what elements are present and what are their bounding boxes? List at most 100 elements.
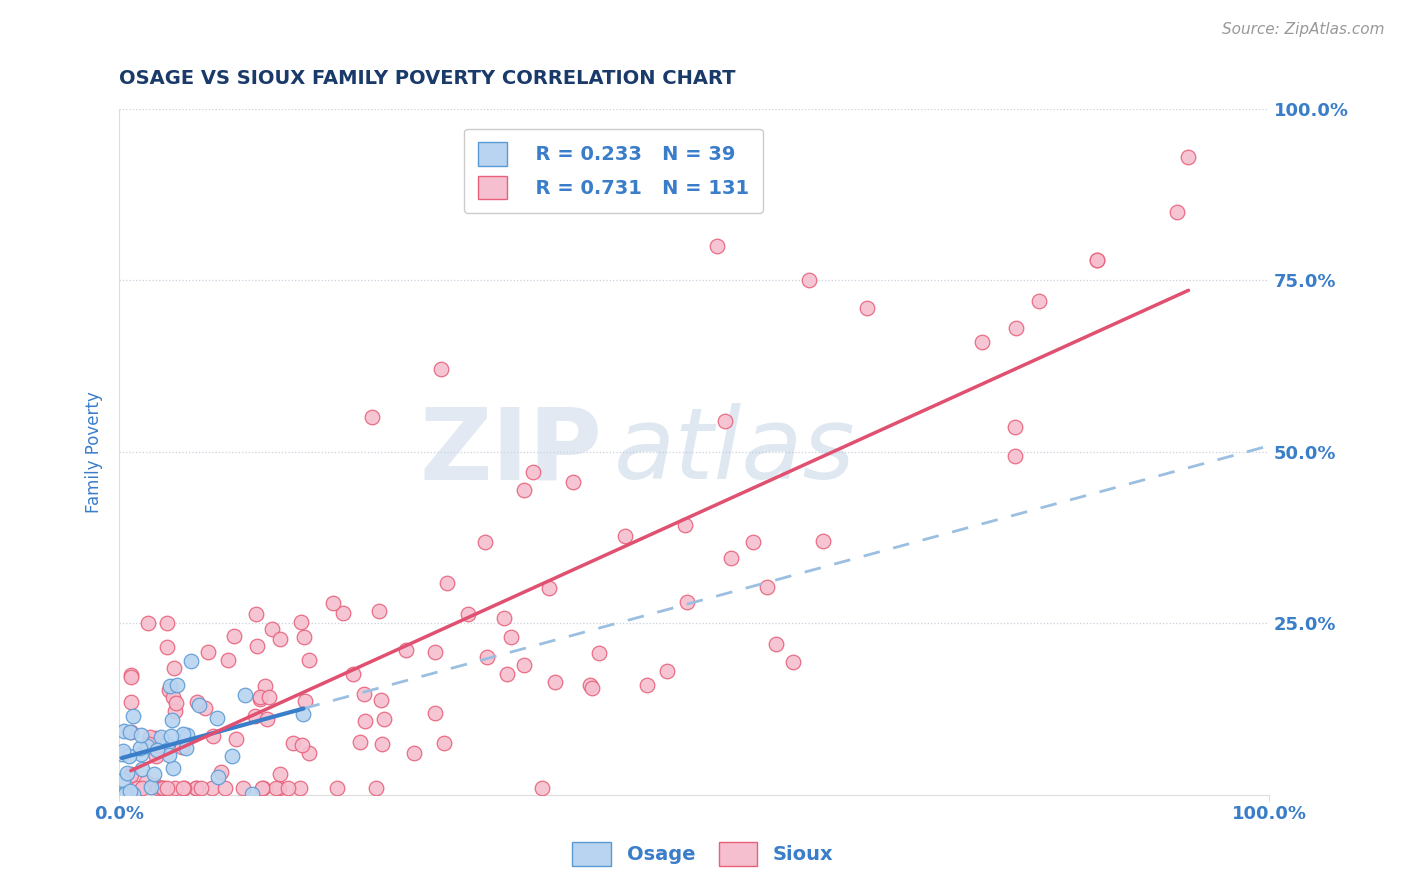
Point xyxy=(1085,252,1108,267)
Point xyxy=(112,772,135,787)
Point xyxy=(325,781,347,796)
Point xyxy=(121,708,143,723)
Point xyxy=(143,778,166,792)
Point xyxy=(264,781,287,796)
Point xyxy=(332,606,354,620)
Point xyxy=(207,771,229,785)
Point xyxy=(245,607,267,621)
Point xyxy=(146,738,169,752)
Point xyxy=(249,690,271,704)
Point xyxy=(370,737,392,751)
Point xyxy=(298,653,321,667)
Point xyxy=(163,704,186,718)
Point xyxy=(131,762,153,776)
Point xyxy=(1005,321,1028,335)
Point xyxy=(765,637,787,651)
Point xyxy=(232,781,254,796)
Point xyxy=(120,668,142,682)
Point xyxy=(240,787,263,801)
Point xyxy=(176,728,198,742)
Point xyxy=(188,698,211,712)
Point xyxy=(797,273,820,287)
Point xyxy=(120,670,142,684)
Point xyxy=(117,765,139,780)
Point xyxy=(531,781,554,796)
Point xyxy=(131,781,153,796)
Point xyxy=(136,615,159,630)
Point xyxy=(373,712,395,726)
Text: Source: ZipAtlas.com: Source: ZipAtlas.com xyxy=(1222,22,1385,37)
Point xyxy=(423,645,446,659)
Point xyxy=(193,701,215,715)
Point xyxy=(160,729,183,743)
Point xyxy=(111,787,134,801)
Point xyxy=(706,239,728,253)
Point xyxy=(522,466,544,480)
Point xyxy=(211,765,233,780)
Point xyxy=(366,781,388,796)
Point xyxy=(118,725,141,739)
Point xyxy=(290,615,312,629)
Point xyxy=(1004,449,1026,463)
Point xyxy=(636,678,658,692)
Point xyxy=(433,736,456,750)
Point xyxy=(474,535,496,549)
Point xyxy=(205,711,228,725)
Point xyxy=(150,730,173,744)
Point xyxy=(114,787,136,801)
Point xyxy=(120,784,142,798)
Point xyxy=(120,768,142,782)
Y-axis label: Family Poverty: Family Poverty xyxy=(86,391,103,513)
Point xyxy=(425,706,447,721)
Point xyxy=(135,774,157,789)
Point xyxy=(111,744,134,758)
Point xyxy=(349,735,371,749)
Point xyxy=(156,737,179,751)
Point xyxy=(561,475,583,489)
Point xyxy=(157,683,180,698)
Point xyxy=(720,551,742,566)
Point xyxy=(184,781,207,796)
Point xyxy=(402,746,425,760)
Point xyxy=(655,664,678,678)
Point xyxy=(127,781,149,796)
Point xyxy=(256,712,278,726)
Point xyxy=(197,645,219,659)
Point xyxy=(150,781,173,796)
Point xyxy=(122,787,145,801)
Point xyxy=(159,679,181,693)
Point xyxy=(112,724,135,739)
Point xyxy=(136,739,159,753)
Point xyxy=(544,674,567,689)
Point xyxy=(292,706,315,721)
Point xyxy=(855,301,877,315)
Point xyxy=(174,740,197,755)
Point xyxy=(1004,420,1026,434)
Point xyxy=(156,781,179,796)
Point xyxy=(146,781,169,796)
Point xyxy=(354,714,377,729)
Point xyxy=(156,615,179,630)
Point xyxy=(676,594,699,608)
Point xyxy=(180,654,202,668)
Point xyxy=(290,781,312,796)
Point xyxy=(322,597,344,611)
Point xyxy=(142,766,165,780)
Text: atlas: atlas xyxy=(613,403,855,500)
Point xyxy=(1028,293,1050,308)
Point xyxy=(811,533,834,548)
Point xyxy=(253,679,276,693)
Point xyxy=(120,766,142,780)
Point xyxy=(166,678,188,692)
Point xyxy=(538,581,561,595)
Point xyxy=(782,655,804,669)
Point xyxy=(430,362,453,376)
Point xyxy=(152,781,174,796)
Point xyxy=(145,742,167,756)
Point xyxy=(138,730,160,744)
Point xyxy=(172,781,194,796)
Point xyxy=(152,781,174,796)
Point xyxy=(259,690,281,704)
Point xyxy=(260,622,283,636)
Legend: Osage, Sioux: Osage, Sioux xyxy=(565,834,841,873)
